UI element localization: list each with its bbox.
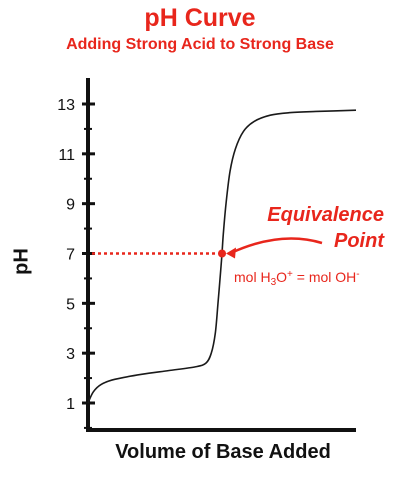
y-tick-label: 1	[66, 396, 75, 413]
y-tick-label: 13	[57, 97, 75, 114]
formula-sub: 3	[271, 277, 277, 288]
formula-eq: = mol OH	[293, 269, 356, 285]
formula-mid: O	[276, 269, 287, 285]
ph-curve-line	[87, 109, 357, 404]
series-layer	[87, 109, 357, 404]
equivalence-label-line1: Equivalence	[267, 204, 384, 226]
y-tick-label: 5	[66, 296, 75, 313]
y-axis-label: pH	[10, 248, 33, 275]
chart-title: pH Curve	[144, 4, 256, 32]
equivalence-arrow-line	[231, 237, 323, 254]
equivalence-arrow-head	[226, 247, 236, 259]
annotations: Equivalence Point mol H3O+ = mol OH-	[92, 204, 385, 288]
x-axis-label: Volume of Base Added	[115, 441, 331, 463]
equivalence-formula: mol H3O+ = mol OH-	[234, 269, 360, 288]
formula-sup1: +	[287, 269, 293, 280]
formula-prefix: mol H	[234, 269, 271, 285]
y-tick-label: 7	[66, 247, 75, 264]
y-tick-label: 3	[66, 346, 75, 363]
y-tick-label: 11	[58, 147, 75, 164]
chart-subtitle: Adding Strong Acid to Strong Base	[66, 36, 334, 53]
y-tick-label: 9	[66, 197, 75, 214]
formula-sup2: -	[356, 269, 359, 280]
equivalence-point-marker	[218, 249, 226, 258]
equivalence-label-line2: Point	[334, 230, 385, 252]
